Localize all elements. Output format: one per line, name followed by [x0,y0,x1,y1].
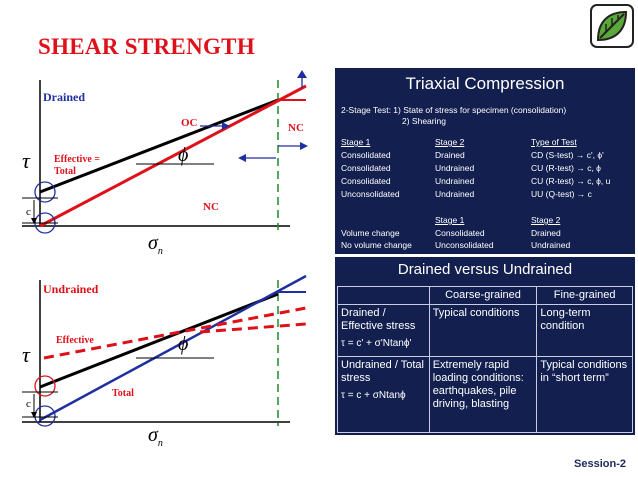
up-arrow-head [297,70,307,78]
header-stage2: Stage 2 [435,137,465,147]
header-cell: Coarse-grained [428,286,538,305]
row-label: Undrained / Total stress τ = c + σNtanϕ [337,356,430,433]
drained-equation: τ = c' + σ'Ntanϕ' [341,338,412,349]
table-row: Undrained / Total stress τ = c + σNtanϕ E… [337,356,633,433]
header-cell [337,286,430,305]
triaxial-panel: Triaxial Compression 2-Stage Test: 1) St… [335,68,635,254]
header-cell: Fine-grained [536,286,633,305]
header2-stage2: Stage 2 [531,215,561,225]
tau-label-2: τ [22,342,30,367]
cell: Consolidated [341,163,391,173]
c-label-2: c [26,398,31,410]
effective-total-label: Effective = Total [54,154,100,177]
drained-diagram [22,70,308,234]
cell: Undrained [435,163,475,173]
oc-envelope [39,98,279,194]
c-circle-top-2 [34,375,56,397]
cell: Unconsolidated [435,240,494,250]
drained-label: Drained [43,90,85,104]
undrained-total-envelope [39,274,307,422]
cell: Consolidated [341,150,391,160]
undrained-equation: τ = c + σNtanϕ [341,390,406,401]
table-row: Drained / Effective stress τ = c' + σ'Nta… [337,304,633,357]
header-type: Type of Test [531,137,577,147]
nc-mid-label: NC [203,201,219,213]
cell: CU (R-test) → c, ϕ [531,163,601,173]
header2-stage1: Stage 1 [435,215,465,225]
total-label: Total [112,388,134,399]
cell: Long-term condition [536,304,633,357]
cell: Extremely rapid loading conditions: eart… [428,356,538,433]
cell: Undrained [435,189,475,199]
effective-label: Effective [56,335,94,346]
dvu-table: Coarse-grained Fine-grained Drained / Ef… [337,286,633,433]
nc-envelope [39,84,307,228]
triaxial-line1: 2-Stage Test: 1) State of stress for spe… [341,105,567,115]
cell: Volume change [341,228,400,238]
header-stage1: Stage 1 [341,137,371,147]
effective-dashed-2 [199,322,307,334]
cell: CD (S-test) → c', ϕ' [531,150,604,160]
drained-envelope [39,292,279,389]
phi-label: ϕ [178,144,189,166]
cell: Unconsolidated [341,189,400,199]
cell: Consolidated [341,176,391,186]
cell: Undrained [531,240,571,250]
session-label: Session-2 [574,458,626,470]
effective-dashed-1 [43,306,307,360]
cell: Drained [531,228,561,238]
undrained-diagram [22,274,307,427]
cell: No volume change [341,240,412,250]
triaxial-title: Triaxial Compression [405,74,565,93]
cell: Typical conditions in “short term” [536,356,633,433]
cell: CU (R-test) → c, ϕ, u [531,176,611,186]
cell: Consolidated [435,228,485,238]
nc-top-label: NC [288,122,304,134]
table-row: Coarse-grained Fine-grained [337,286,633,305]
nc-arrow-right-head [300,142,308,150]
cell: UU (Q-test) → c [531,189,592,199]
undrained-label: Undrained [43,282,99,296]
c-arrow-head [31,218,37,224]
oc-label: OC [181,117,198,129]
dvu-title: Drained versus Undrained [397,261,573,278]
nc-arrow-left-head [238,154,246,162]
cell: Undrained [435,176,475,186]
tau-label: τ [22,148,30,173]
page-title: SHEAR STRENGTH [38,34,256,59]
oc-arrow-head [222,122,230,130]
cell: Typical conditions [428,304,538,357]
c-label: c [26,206,31,218]
c-arrow-head-2 [31,412,37,418]
row-label: Drained / Effective stress τ = c' + σ'Nta… [337,304,430,357]
sigma-label-2: σn [148,424,163,449]
leaf-logo-icon [590,4,634,48]
drained-vs-undrained-panel: Drained versus Undrained Coarse-grained … [335,257,635,435]
phi-label-2: ϕ [178,333,189,355]
cell: Drained [435,150,465,160]
c-circle-top [34,181,56,203]
triaxial-line2: 2) Shearing [402,116,446,126]
sigma-label: σn [148,232,163,257]
